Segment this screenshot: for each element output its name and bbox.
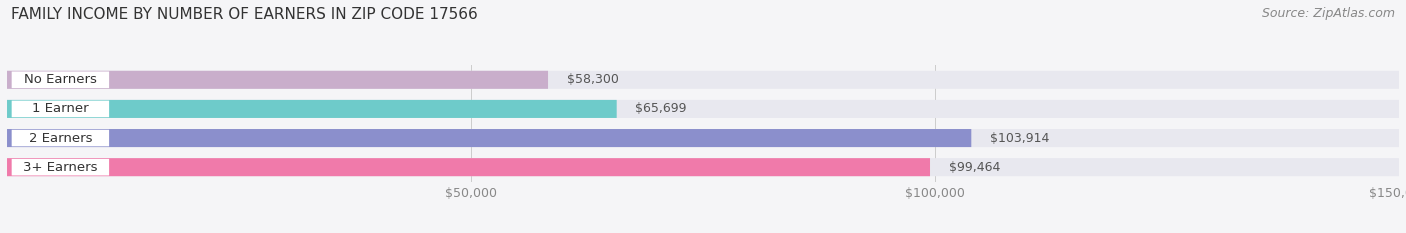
FancyBboxPatch shape: [7, 71, 1399, 89]
Text: $58,300: $58,300: [567, 73, 619, 86]
Text: No Earners: No Earners: [24, 73, 97, 86]
Text: Source: ZipAtlas.com: Source: ZipAtlas.com: [1261, 7, 1395, 20]
FancyBboxPatch shape: [11, 101, 110, 117]
FancyBboxPatch shape: [7, 71, 548, 89]
FancyBboxPatch shape: [7, 100, 1399, 118]
FancyBboxPatch shape: [11, 159, 110, 175]
Text: $103,914: $103,914: [990, 132, 1049, 144]
Text: 3+ Earners: 3+ Earners: [22, 161, 97, 174]
FancyBboxPatch shape: [11, 130, 110, 146]
FancyBboxPatch shape: [11, 72, 110, 88]
Text: 2 Earners: 2 Earners: [28, 132, 93, 144]
FancyBboxPatch shape: [7, 129, 972, 147]
Text: FAMILY INCOME BY NUMBER OF EARNERS IN ZIP CODE 17566: FAMILY INCOME BY NUMBER OF EARNERS IN ZI…: [11, 7, 478, 22]
Text: $99,464: $99,464: [949, 161, 1000, 174]
Text: $65,699: $65,699: [636, 103, 686, 115]
FancyBboxPatch shape: [7, 158, 929, 176]
FancyBboxPatch shape: [7, 100, 617, 118]
FancyBboxPatch shape: [7, 129, 1399, 147]
Text: 1 Earner: 1 Earner: [32, 103, 89, 115]
FancyBboxPatch shape: [7, 158, 1399, 176]
